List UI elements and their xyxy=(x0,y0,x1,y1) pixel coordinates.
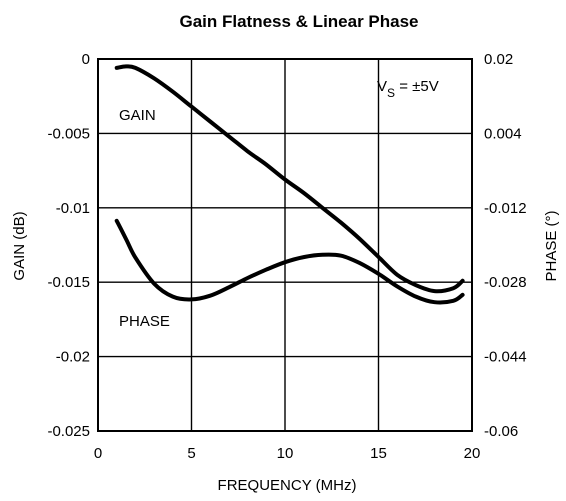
x-tick-label: 15 xyxy=(370,445,387,462)
supply-voltage-annotation: VS = ±5V xyxy=(377,78,439,100)
y-tick-label-left: -0.02 xyxy=(56,349,90,366)
curves xyxy=(114,64,465,305)
y-tick-label-right: -0.028 xyxy=(484,274,527,291)
x-tick-label: 5 xyxy=(187,445,195,462)
y-tick-label-left: -0.005 xyxy=(47,125,90,142)
gridlines xyxy=(98,59,472,431)
plot-frame xyxy=(97,58,473,432)
y-tick-label-left: -0.015 xyxy=(47,274,90,291)
y-tick-label-right: -0.044 xyxy=(484,349,527,366)
x-tick-label: 20 xyxy=(464,445,481,462)
series-label-phase: PHASE xyxy=(119,313,170,330)
y-axis-label-left: GAIN (dB) xyxy=(11,211,28,280)
tick-labels: 0 5 10 15 20 0 0.02 -0.005 0.004 -0.01 -0.012 -0.01… xyxy=(47,51,526,462)
y-tick-label-right: 0.004 xyxy=(484,125,522,142)
y-tick-label-right: 0.02 xyxy=(484,51,513,68)
series-label-gain: GAIN xyxy=(119,107,156,124)
chart-title: Gain Flatness & Linear Phase xyxy=(179,12,418,31)
series-line-gain xyxy=(114,64,465,294)
x-tick-label: 0 xyxy=(94,445,102,462)
y-tick-label-right: -0.06 xyxy=(484,423,518,440)
y-axis-label-right: PHASE (°) xyxy=(543,210,560,281)
y-tick-label-right: -0.012 xyxy=(484,200,527,217)
y-tick-label-left: -0.025 xyxy=(47,423,90,440)
x-axis-label: FREQUENCY (MHz) xyxy=(218,477,357,494)
x-tick-label: 10 xyxy=(277,445,294,462)
series-line-phase xyxy=(114,218,465,305)
y-tick-label-left: -0.01 xyxy=(56,200,90,217)
y-tick-label-left: 0 xyxy=(82,51,90,68)
